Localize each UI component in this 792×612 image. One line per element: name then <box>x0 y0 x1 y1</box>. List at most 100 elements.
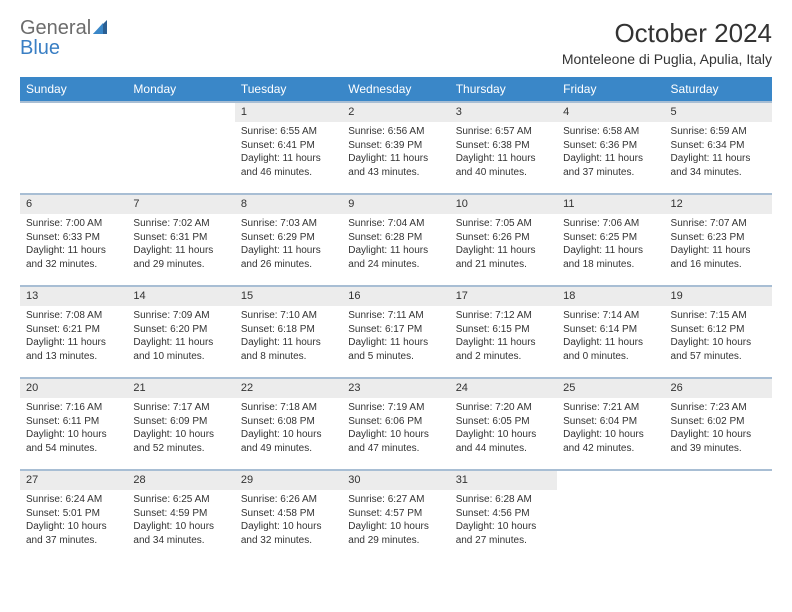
sunset-text: Sunset: 6:26 PM <box>456 231 551 245</box>
sunrise-text: Sunrise: 6:28 AM <box>456 493 551 507</box>
sunrise-text: Sunrise: 7:12 AM <box>456 309 551 323</box>
header: General Blue October 2024 Monteleone di … <box>20 18 772 67</box>
dl2-text: and 34 minutes. <box>133 534 228 548</box>
day-number-cell <box>557 470 664 490</box>
sunset-text: Sunset: 5:01 PM <box>26 507 121 521</box>
day-content-cell: Sunrise: 7:23 AMSunset: 6:02 PMDaylight:… <box>665 398 772 470</box>
sunset-text: Sunset: 4:57 PM <box>348 507 443 521</box>
day-content-row: Sunrise: 7:16 AMSunset: 6:11 PMDaylight:… <box>20 398 772 470</box>
day-content-cell: Sunrise: 7:10 AMSunset: 6:18 PMDaylight:… <box>235 306 342 378</box>
day-number-cell: 19 <box>665 286 772 306</box>
dl1-text: Daylight: 11 hours <box>241 152 336 166</box>
dl2-text: and 32 minutes. <box>241 534 336 548</box>
dl1-text: Daylight: 11 hours <box>563 244 658 258</box>
dl1-text: Daylight: 11 hours <box>671 152 766 166</box>
sunrise-text: Sunrise: 7:16 AM <box>26 401 121 415</box>
weekday-header: Wednesday <box>342 77 449 102</box>
sunrise-text: Sunrise: 7:21 AM <box>563 401 658 415</box>
dl2-text: and 29 minutes. <box>348 534 443 548</box>
sunset-text: Sunset: 6:29 PM <box>241 231 336 245</box>
day-content-cell: Sunrise: 7:09 AMSunset: 6:20 PMDaylight:… <box>127 306 234 378</box>
day-content-cell: Sunrise: 6:28 AMSunset: 4:56 PMDaylight:… <box>450 490 557 562</box>
day-content-cell: Sunrise: 6:26 AMSunset: 4:58 PMDaylight:… <box>235 490 342 562</box>
sunrise-text: Sunrise: 7:05 AM <box>456 217 551 231</box>
day-number-row: 20212223242526 <box>20 378 772 398</box>
sunset-text: Sunset: 6:31 PM <box>133 231 228 245</box>
sunset-text: Sunset: 6:23 PM <box>671 231 766 245</box>
sunset-text: Sunset: 6:25 PM <box>563 231 658 245</box>
day-number-cell: 4 <box>557 102 664 122</box>
day-number-cell: 20 <box>20 378 127 398</box>
dl2-text: and 52 minutes. <box>133 442 228 456</box>
sunset-text: Sunset: 6:33 PM <box>26 231 121 245</box>
sunrise-text: Sunrise: 6:26 AM <box>241 493 336 507</box>
day-number-cell: 7 <box>127 194 234 214</box>
sunset-text: Sunset: 4:59 PM <box>133 507 228 521</box>
day-number-cell: 2 <box>342 102 449 122</box>
day-content-cell: Sunrise: 7:19 AMSunset: 6:06 PMDaylight:… <box>342 398 449 470</box>
dl1-text: Daylight: 10 hours <box>26 520 121 534</box>
day-content-cell: Sunrise: 6:27 AMSunset: 4:57 PMDaylight:… <box>342 490 449 562</box>
dl1-text: Daylight: 11 hours <box>241 336 336 350</box>
dl1-text: Daylight: 11 hours <box>348 244 443 258</box>
sunrise-text: Sunrise: 7:17 AM <box>133 401 228 415</box>
sunrise-text: Sunrise: 7:19 AM <box>348 401 443 415</box>
sunrise-text: Sunrise: 6:57 AM <box>456 125 551 139</box>
weekday-header: Thursday <box>450 77 557 102</box>
day-number-cell: 6 <box>20 194 127 214</box>
sunrise-text: Sunrise: 7:11 AM <box>348 309 443 323</box>
sunset-text: Sunset: 6:17 PM <box>348 323 443 337</box>
dl2-text: and 18 minutes. <box>563 258 658 272</box>
dl2-text: and 54 minutes. <box>26 442 121 456</box>
day-content-cell: Sunrise: 6:25 AMSunset: 4:59 PMDaylight:… <box>127 490 234 562</box>
dl2-text: and 29 minutes. <box>133 258 228 272</box>
calendar-header-row: SundayMondayTuesdayWednesdayThursdayFrid… <box>20 77 772 102</box>
sunset-text: Sunset: 6:18 PM <box>241 323 336 337</box>
day-content-row: Sunrise: 7:08 AMSunset: 6:21 PMDaylight:… <box>20 306 772 378</box>
sunset-text: Sunset: 6:28 PM <box>348 231 443 245</box>
day-number-cell: 15 <box>235 286 342 306</box>
dl2-text: and 46 minutes. <box>241 166 336 180</box>
dl1-text: Daylight: 10 hours <box>133 520 228 534</box>
logo-word-general: General <box>20 17 91 39</box>
dl2-text: and 49 minutes. <box>241 442 336 456</box>
weekday-header: Monday <box>127 77 234 102</box>
calendar-table: SundayMondayTuesdayWednesdayThursdayFrid… <box>20 77 772 562</box>
day-number-cell: 10 <box>450 194 557 214</box>
dl1-text: Daylight: 11 hours <box>671 244 766 258</box>
day-content-cell: Sunrise: 7:03 AMSunset: 6:29 PMDaylight:… <box>235 214 342 286</box>
day-number-cell: 3 <box>450 102 557 122</box>
logo: General Blue <box>20 18 111 58</box>
sunrise-text: Sunrise: 6:27 AM <box>348 493 443 507</box>
sunset-text: Sunset: 6:08 PM <box>241 415 336 429</box>
day-content-cell: Sunrise: 7:14 AMSunset: 6:14 PMDaylight:… <box>557 306 664 378</box>
day-number-cell: 30 <box>342 470 449 490</box>
dl1-text: Daylight: 11 hours <box>563 152 658 166</box>
day-content-cell: Sunrise: 6:57 AMSunset: 6:38 PMDaylight:… <box>450 122 557 194</box>
dl1-text: Daylight: 11 hours <box>26 244 121 258</box>
dl2-text: and 10 minutes. <box>133 350 228 364</box>
sunrise-text: Sunrise: 7:18 AM <box>241 401 336 415</box>
sunrise-text: Sunrise: 7:15 AM <box>671 309 766 323</box>
dl1-text: Daylight: 11 hours <box>241 244 336 258</box>
day-number-cell <box>127 102 234 122</box>
day-content-cell: Sunrise: 6:24 AMSunset: 5:01 PMDaylight:… <box>20 490 127 562</box>
day-number-cell: 16 <box>342 286 449 306</box>
day-number-cell: 5 <box>665 102 772 122</box>
sunset-text: Sunset: 6:09 PM <box>133 415 228 429</box>
logo-word-blue: Blue <box>20 37 60 59</box>
dl2-text: and 24 minutes. <box>348 258 443 272</box>
sunset-text: Sunset: 6:12 PM <box>671 323 766 337</box>
day-content-cell <box>20 122 127 194</box>
sunrise-text: Sunrise: 6:25 AM <box>133 493 228 507</box>
sunrise-text: Sunrise: 6:56 AM <box>348 125 443 139</box>
dl2-text: and 37 minutes. <box>563 166 658 180</box>
day-number-cell: 29 <box>235 470 342 490</box>
sunset-text: Sunset: 6:38 PM <box>456 139 551 153</box>
dl2-text: and 37 minutes. <box>26 534 121 548</box>
day-number-cell: 14 <box>127 286 234 306</box>
calendar-body: 12345Sunrise: 6:55 AMSunset: 6:41 PMDayl… <box>20 102 772 562</box>
day-content-cell: Sunrise: 7:12 AMSunset: 6:15 PMDaylight:… <box>450 306 557 378</box>
sunset-text: Sunset: 4:58 PM <box>241 507 336 521</box>
day-number-row: 6789101112 <box>20 194 772 214</box>
